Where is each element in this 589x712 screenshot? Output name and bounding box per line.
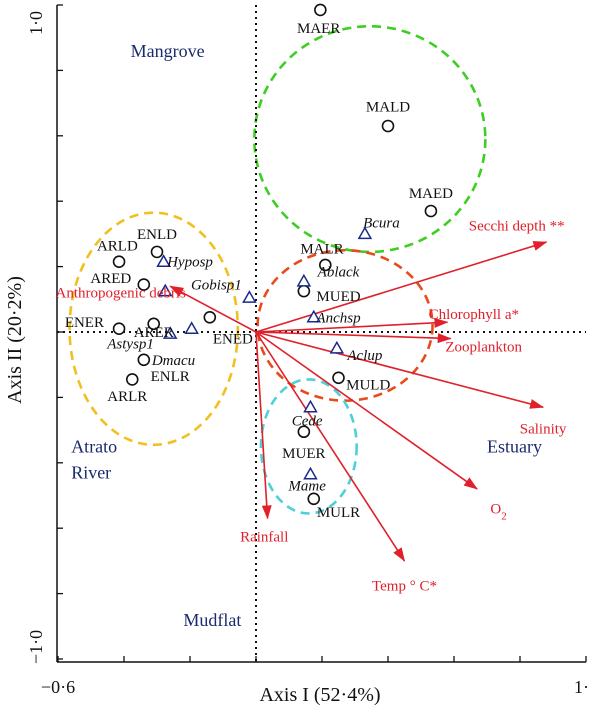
species-point-cede (303, 399, 318, 413)
species-point-unlabeled-10 (242, 290, 257, 303)
site-point-arlr (125, 373, 139, 386)
vector-label-salinity: Salinity (520, 421, 567, 437)
species-label-anchsp: Anchsp (315, 310, 361, 326)
site-label-arer: ARER (134, 325, 174, 341)
site-label-mald: MALD (366, 99, 410, 115)
site-point-maed (424, 204, 438, 218)
ellipse-river (68, 211, 240, 447)
vector-label-zooplankton: Zooplankton (445, 340, 522, 356)
y-tick-label-1: −1·0 (26, 630, 46, 664)
site-label-maer: MAER (297, 21, 340, 37)
region-label-mudflat: Mudflat (183, 610, 241, 630)
vector-rainfall (255, 331, 272, 520)
species-point-hyposp (156, 254, 171, 267)
site-point-mued (297, 284, 311, 298)
site-point-ared (137, 278, 151, 291)
species-point-bcura (357, 226, 373, 240)
ellipse-mangrove (253, 24, 487, 254)
site-point-mald (381, 119, 395, 133)
y-axis-label: Axis II (20·2%) (4, 276, 26, 404)
species-label-mame: Mame (287, 479, 326, 495)
x-tick-label-1: 1·0 (574, 677, 589, 697)
region-label-river: River (71, 463, 111, 483)
region-label-atrato: Atrato (71, 436, 117, 456)
site-label-arld: ARLD (97, 238, 138, 254)
environmental-vectors (169, 241, 548, 562)
site-label-muld: MULD (346, 377, 390, 393)
species-label-astysp1: Astysp1 (106, 336, 154, 352)
species-points (156, 226, 373, 480)
site-point-muld (332, 371, 345, 385)
species-point-mame (303, 466, 318, 480)
site-label-enlr: ENLR (151, 369, 190, 385)
site-point-ener (112, 322, 126, 336)
site-label-ared: ARED (90, 271, 131, 287)
site-point-arld (112, 255, 126, 268)
species-point-dmacu (184, 321, 199, 334)
vector-o2 (255, 331, 478, 490)
y-tick-label-1: 1·0 (26, 11, 46, 35)
site-point-arer (147, 317, 160, 331)
species-point-astysp1 (162, 326, 178, 339)
axis-ticks: −0·6 1·0 −1·0 1·0 (26, 4, 589, 697)
site-point-enld (150, 245, 164, 259)
species-point-gobisp1 (157, 283, 173, 297)
site-point-enlr (137, 353, 151, 367)
vector-label-o2: O2 (490, 501, 506, 522)
site-label-ened: ENED (213, 332, 253, 348)
vector-temp-c (255, 331, 406, 562)
region-labels: Mangrove Atrato River Estuary Mudflat (71, 41, 542, 630)
group-ellipses (68, 24, 487, 515)
species-label-gobisp1: Gobisp1 (191, 278, 242, 294)
species-label-hyposp: Hyposp (166, 255, 213, 271)
x-tick-label-0-6: −0·6 (41, 677, 75, 697)
vector-secchi-depth (255, 241, 548, 333)
vector-chlorophyll-a (255, 317, 449, 333)
site-point-mulr (307, 492, 321, 506)
site-label-malr: MALR (300, 242, 343, 258)
species-label-ablack: Ablack (317, 265, 360, 281)
site-point-ened (203, 310, 217, 324)
vector-label-secchi-depth: Secchi depth ** (469, 219, 565, 235)
vector-label-anthropogenic-debris: Anthropogenic debris (56, 286, 187, 302)
site-label-mued: MUED (316, 289, 360, 305)
site-label-enld: ENLD (137, 227, 177, 243)
x-axis-label: Axis I (52·4%) (259, 684, 380, 706)
site-label-ener: ENER (65, 315, 104, 331)
site-label-mulr: MULR (317, 505, 360, 521)
species-point-aclup (329, 340, 345, 354)
vector-label-temp-c: Temp ° C* (372, 578, 437, 594)
point-labels: Secchi depth ** Anthropogenic debris Chlor… (56, 21, 567, 594)
species-point-ablack (296, 273, 312, 287)
species-label-bcura: Bcura (363, 215, 400, 231)
site-point-maer (314, 3, 327, 17)
vector-label-rainfall: Rainfall (240, 529, 288, 545)
species-label-aclup: Aclup (346, 348, 382, 364)
vector-zooplankton (255, 331, 452, 344)
vector-label-chlorophyll-a: Chlorophyll a* (429, 307, 519, 323)
species-label-cede: Cede (292, 413, 323, 429)
ellipse-mudflat (259, 378, 358, 515)
site-label-muer: MUER (282, 446, 325, 462)
site-label-maed: MAED (409, 186, 453, 202)
site-label-arlr: ARLR (107, 389, 147, 405)
region-label-mangrove: Mangrove (131, 41, 205, 61)
site-points (112, 3, 438, 506)
species-label-dmacu: Dmacu (151, 353, 195, 369)
region-label-estuary: Estuary (487, 436, 542, 456)
vector-salinity (255, 331, 545, 409)
vector-anthropogenic-debris (169, 285, 257, 333)
species-point-anchsp (306, 309, 322, 323)
site-point-muer (297, 425, 311, 439)
site-point-malr (318, 258, 332, 272)
vector-label-subscript: 2 (501, 510, 507, 522)
